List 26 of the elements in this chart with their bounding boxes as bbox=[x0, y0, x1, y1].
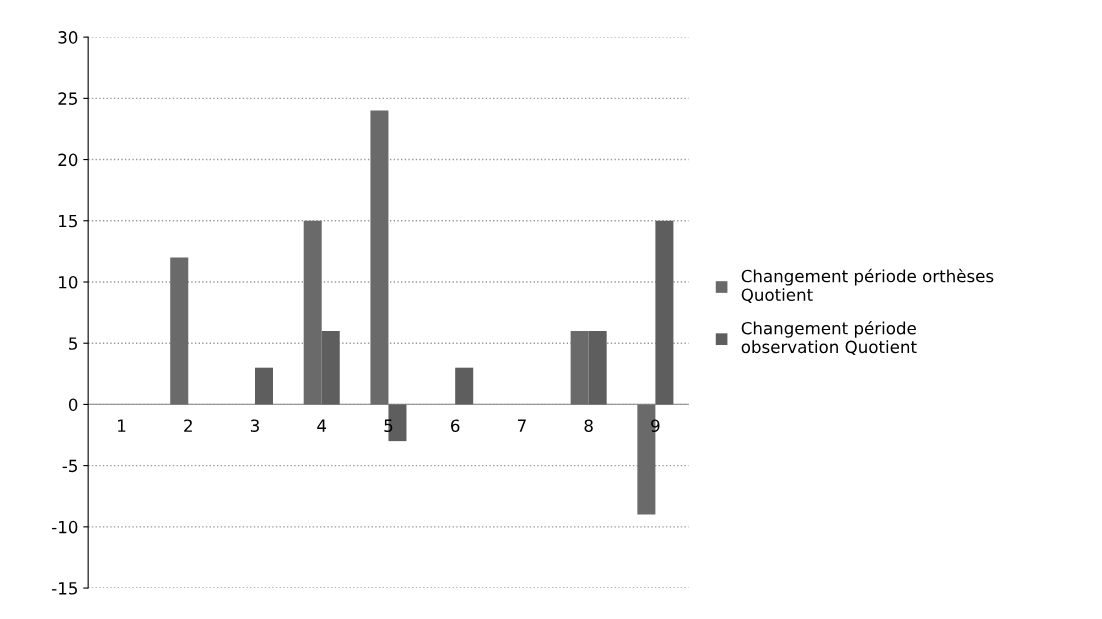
y-tick-label: 15 bbox=[59, 214, 77, 228]
legend-label: Changement période observation Quotient bbox=[741, 320, 917, 356]
x-tick-label: 2 bbox=[184, 419, 192, 432]
y-tick-label: 0 bbox=[68, 398, 78, 411]
x-tick-label: 5 bbox=[384, 419, 393, 433]
y-tick-label: 10 bbox=[59, 275, 78, 289]
x-tick-label: 6 bbox=[451, 419, 460, 433]
x-tick-label: 4 bbox=[317, 419, 327, 432]
bar bbox=[254, 367, 274, 405]
x-tick-label: 7 bbox=[517, 419, 526, 432]
y-tick-label: 30 bbox=[58, 31, 78, 44]
bar bbox=[370, 110, 389, 405]
bar bbox=[170, 257, 189, 405]
y-tick-label: 20 bbox=[58, 153, 78, 167]
x-tick-label: 1 bbox=[118, 419, 126, 432]
x-tick-label: 8 bbox=[584, 419, 593, 433]
y-tick-label: -5 bbox=[62, 459, 77, 473]
y-tick-label: -15 bbox=[52, 582, 77, 595]
y-tick-label: 25 bbox=[58, 92, 77, 105]
bar bbox=[455, 367, 474, 405]
legend-label: Changement période orthèses Quotient bbox=[741, 268, 994, 303]
y-tick-label: 5 bbox=[69, 337, 77, 350]
bar bbox=[655, 220, 674, 405]
y-tick-label: -10 bbox=[52, 520, 78, 534]
x-tick-label: 3 bbox=[250, 419, 259, 433]
x-tick-label: 9 bbox=[651, 419, 660, 433]
